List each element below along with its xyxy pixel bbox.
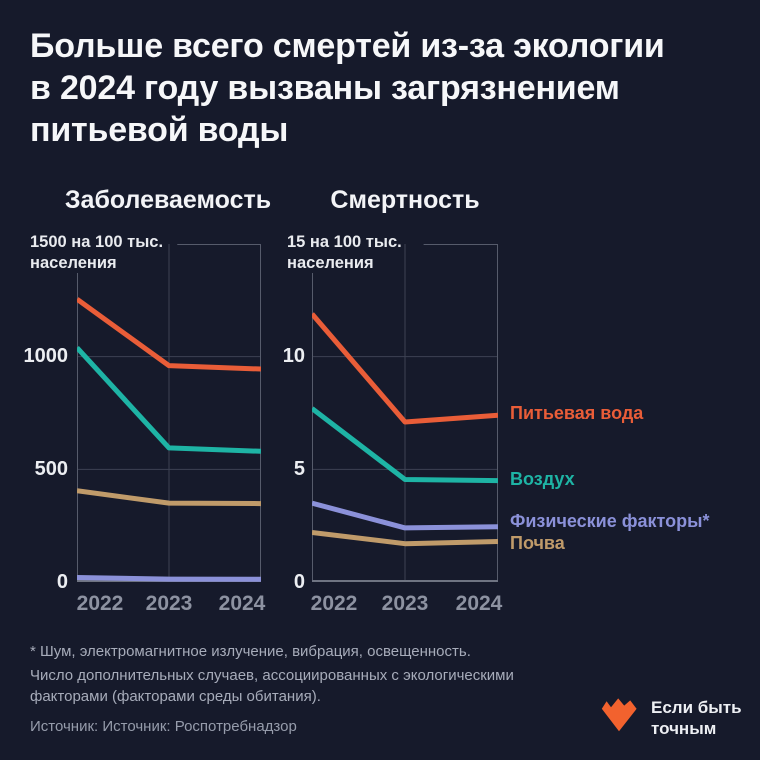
legend-soil: Почва [510, 533, 565, 553]
footnote-method: Число дополнительных случаев, ассоцииров… [30, 667, 514, 705]
logo-wordmark: Если быть точным [651, 698, 742, 738]
ytick-mortality-10: 10 [282, 345, 305, 367]
xtick-morbidity-2023: 2023 [145, 592, 193, 615]
xtick-mortality-2023: 2023 [381, 592, 429, 615]
page-title: Больше всего смертей из-за экологии в 20… [30, 27, 665, 149]
legend-air: Воздух [510, 469, 575, 489]
xtick-morbidity-2024: 2024 [218, 592, 266, 615]
legend-drinking-water: Питьевая вода [510, 403, 644, 423]
morbidity-line-chart [77, 244, 261, 582]
ytick-morbidity-1000: 1000 [23, 345, 69, 367]
mortality-line-chart [312, 244, 498, 582]
chart-title-mortality: Смертность [330, 186, 480, 214]
ytick-mortality-0: 0 [293, 571, 305, 593]
xtick-morbidity-2022: 2022 [76, 592, 124, 615]
y-axis-unit-mortality: 15 на 100 тыс. населения [287, 233, 402, 272]
logo-heart-icon [601, 698, 637, 732]
ytick-morbidity-500: 500 [34, 458, 68, 480]
footnote-asterisk: * Шум, электромагнитное излучение, вибра… [30, 643, 471, 660]
ytick-morbidity-0: 0 [56, 571, 68, 593]
y-axis-unit-morbidity: 1500 на 100 тыс. населения [30, 233, 164, 272]
xtick-mortality-2024: 2024 [455, 592, 503, 615]
legend-physical-factors: Физические факторы* [510, 511, 710, 531]
source-line: Источник: Источник: Роспотребнадзор [30, 718, 297, 735]
chart-title-morbidity: Заболеваемость [64, 186, 272, 214]
xtick-mortality-2022: 2022 [310, 592, 358, 615]
ytick-mortality-5: 5 [293, 458, 305, 480]
